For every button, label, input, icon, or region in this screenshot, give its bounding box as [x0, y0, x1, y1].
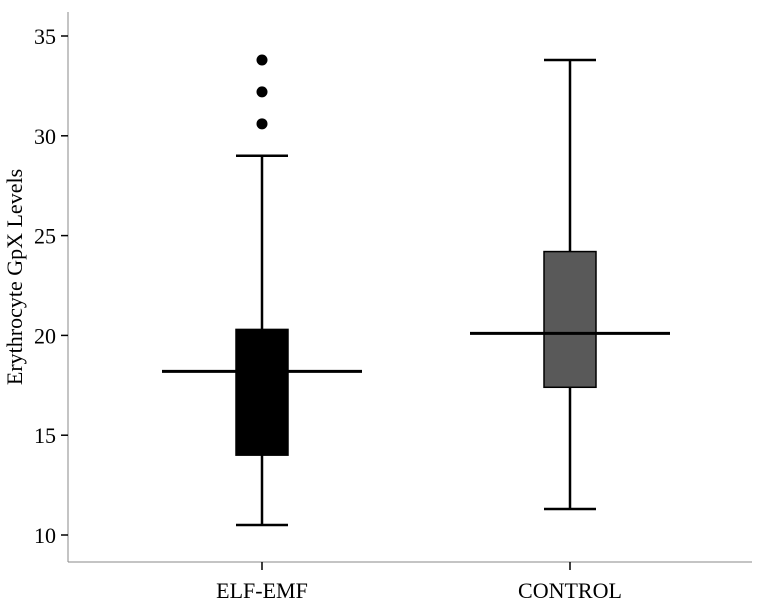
y-tick-label: 10: [34, 523, 56, 548]
y-tick-label: 30: [34, 124, 56, 149]
outlier-point: [256, 54, 268, 66]
x-category-label: ELF-EMF: [216, 578, 308, 603]
plot-marks: [162, 54, 670, 527]
box-iqr: [543, 250, 597, 389]
box-iqr: [235, 328, 289, 456]
outlier-point: [256, 86, 268, 98]
y-tick-label: 25: [34, 224, 56, 249]
axes: 10 15 20 25 30 35 ELF-EMF CONTROL: [34, 12, 752, 603]
y-tick-label: 35: [34, 24, 56, 49]
outlier-point: [256, 118, 268, 130]
x-category-label: CONTROL: [518, 578, 622, 603]
y-axis-title: Erythrocyte GpX Levels: [2, 169, 27, 385]
y-tick-label: 20: [34, 323, 56, 348]
y-tick-label: 15: [34, 423, 56, 448]
